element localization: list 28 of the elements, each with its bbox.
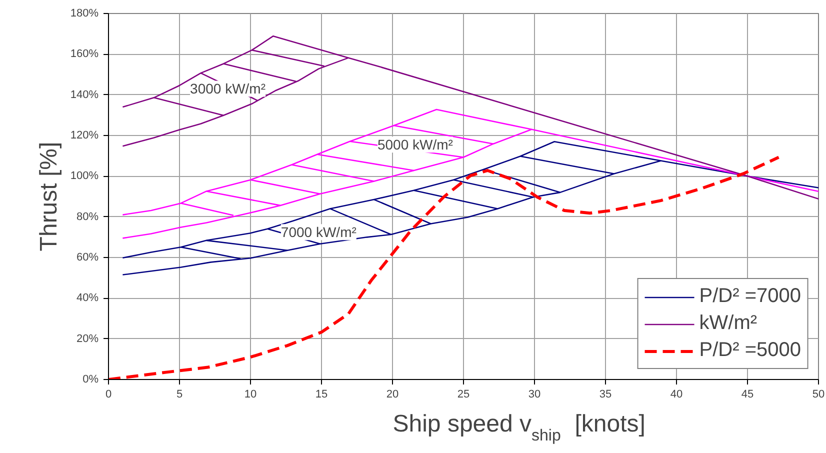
annotation: 5000 kW/m² [377, 136, 454, 153]
legend-label: P/D² =7000 [699, 285, 801, 308]
legend-label: P/D² =5000 [699, 339, 801, 362]
y-axis-title: Thrust [%] [35, 142, 62, 252]
x-tick-label: 10 [244, 388, 257, 400]
y-tick-label: 0% [82, 374, 99, 386]
x-tick-label: 45 [741, 388, 754, 400]
x-tick-label: 35 [599, 388, 612, 400]
y-tick-label: 180% [70, 8, 99, 20]
x-tick-label: 0 [105, 388, 112, 400]
x-tick-label: 15 [315, 388, 328, 400]
y-tick-label: 100% [70, 170, 99, 182]
x-tick-label: 30 [528, 388, 541, 400]
y-tick-label: 60% [76, 252, 99, 264]
annotation: 7000 kW/m² [280, 224, 357, 240]
x-tick-label: 25 [457, 388, 470, 400]
x-tick-label: 5 [176, 388, 183, 400]
y-tick-label: 80% [76, 210, 99, 223]
y-tick-label: 160% [70, 48, 99, 60]
y-tick-label: 20% [76, 332, 99, 345]
x-tick-label: 20 [386, 388, 399, 400]
x-tick-label: 50 [812, 388, 825, 400]
y-tick-label: 40% [76, 292, 99, 304]
y-tick-label: 140% [70, 88, 99, 101]
annotation: 3000 kW/m² [190, 80, 266, 97]
y-tick-label: 120% [70, 130, 99, 142]
legend-label: kW/m² [699, 312, 758, 335]
x-tick-label: 40 [670, 388, 683, 400]
